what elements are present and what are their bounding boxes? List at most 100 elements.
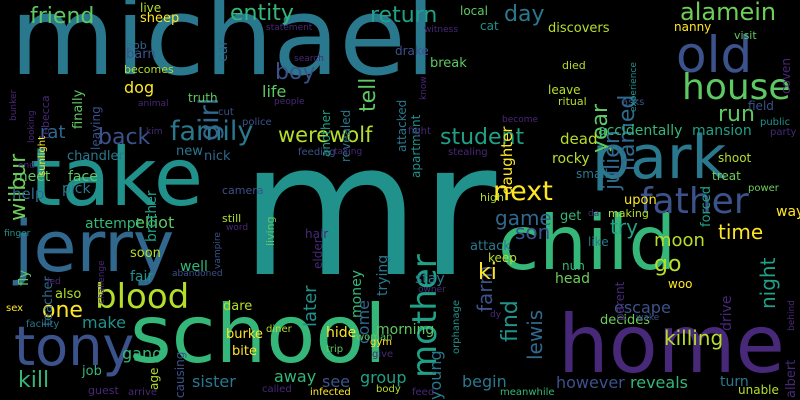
word-finger: finger bbox=[4, 229, 31, 239]
word-nanny: nanny bbox=[674, 20, 712, 34]
word-job: job bbox=[82, 364, 102, 379]
word-asks: asks bbox=[622, 97, 645, 108]
word-live: live bbox=[140, 1, 162, 15]
word-wake: wake bbox=[636, 313, 660, 323]
word-finally: finally bbox=[71, 90, 86, 130]
word-dog: dog bbox=[124, 78, 155, 97]
word-get: get bbox=[560, 209, 582, 224]
word-away: away bbox=[274, 367, 317, 386]
word-well: well bbox=[180, 259, 208, 275]
word-vampire: vampire bbox=[213, 232, 223, 269]
word-life: life bbox=[262, 82, 287, 101]
word-facility: facility bbox=[26, 319, 60, 330]
word-barn: barn bbox=[126, 47, 156, 62]
word-ki: ki bbox=[478, 260, 497, 285]
word-feed: feed bbox=[412, 387, 435, 398]
word-making: making bbox=[608, 207, 649, 220]
word-mr: mr bbox=[240, 102, 497, 318]
word-animal: animal bbox=[138, 99, 169, 109]
word-father: father bbox=[640, 181, 749, 222]
word-dy: dy bbox=[490, 310, 502, 320]
word-attack: attack bbox=[470, 239, 511, 254]
word-child: child bbox=[498, 199, 677, 287]
word-cut: cut bbox=[218, 107, 234, 118]
word-boy: boy bbox=[275, 60, 316, 85]
word-student: student bbox=[440, 125, 525, 150]
word-know: know bbox=[419, 76, 429, 100]
word-parent: parent bbox=[613, 282, 627, 322]
word-home: home bbox=[558, 298, 785, 391]
word-attempt: attempt bbox=[85, 216, 142, 232]
word-police: police bbox=[242, 117, 272, 128]
word-leaving: leaving bbox=[89, 106, 103, 150]
word-lewis: lewis bbox=[523, 310, 547, 361]
word-dare: dare bbox=[223, 299, 253, 314]
word-gym: gym bbox=[370, 337, 393, 348]
word-taking: taking bbox=[334, 147, 363, 157]
word-search: search bbox=[294, 54, 324, 64]
word-abandoned: abandoned bbox=[172, 269, 223, 279]
word-gang: gang bbox=[122, 344, 163, 363]
word-coven: coven bbox=[779, 58, 793, 95]
word-experience: experience bbox=[629, 62, 639, 112]
word-son: son bbox=[515, 220, 551, 244]
word-kill: kill bbox=[18, 368, 50, 393]
word-brother: brother bbox=[144, 190, 160, 242]
word-died: died bbox=[562, 59, 586, 72]
word-small: small bbox=[576, 167, 608, 181]
word-house: house bbox=[682, 67, 791, 108]
word-help: help bbox=[12, 185, 45, 203]
word-shoot: shoot bbox=[718, 151, 752, 165]
word-meanwhile: meanwhile bbox=[500, 387, 555, 398]
word-apartment: apartment bbox=[409, 115, 423, 179]
word-attacked: attacked bbox=[395, 100, 409, 153]
word-kim: kim bbox=[146, 127, 163, 137]
word-rat: rat bbox=[40, 122, 66, 143]
word-fly: fly bbox=[17, 270, 32, 286]
word-unable: unable bbox=[738, 383, 779, 397]
word-decides: decides bbox=[600, 313, 651, 328]
word-car: car bbox=[215, 40, 231, 63]
word-try: try bbox=[610, 215, 638, 239]
word-become: become bbox=[502, 115, 539, 125]
word-people: people bbox=[274, 97, 305, 107]
word-led: led bbox=[47, 277, 61, 287]
word-bob: bob bbox=[126, 39, 147, 52]
word-new: new bbox=[176, 144, 203, 159]
word-visit: visit bbox=[734, 29, 757, 42]
word-treat: treat bbox=[712, 169, 741, 183]
word-entity: entity bbox=[230, 1, 294, 26]
word-blood: blood bbox=[95, 277, 190, 317]
word-morning: morning bbox=[376, 322, 435, 338]
word-however: however bbox=[556, 373, 625, 392]
word-escape: escape bbox=[614, 298, 671, 317]
word-return: return bbox=[370, 3, 438, 28]
word-killing: killing bbox=[664, 326, 724, 350]
word-moon: moon bbox=[654, 230, 705, 251]
word-stealing: stealing bbox=[448, 147, 488, 158]
word-truth: truth bbox=[188, 91, 218, 105]
word-hide: hide bbox=[326, 325, 357, 341]
word-rocky: rocky bbox=[552, 151, 590, 167]
word-next: next bbox=[493, 176, 553, 207]
word-bunker: bunker bbox=[9, 90, 19, 122]
word-school: school bbox=[130, 288, 387, 381]
word-sheep: sheep bbox=[140, 11, 180, 26]
word-becomes: becomes bbox=[124, 63, 174, 76]
word-michael: michael bbox=[10, 0, 436, 100]
word-also: also bbox=[55, 287, 82, 302]
word-pick: pick bbox=[62, 181, 91, 197]
word-see: see bbox=[322, 372, 351, 391]
word-jerry: jerry bbox=[14, 206, 175, 288]
word-party: party bbox=[770, 127, 797, 138]
word-woo: woo bbox=[668, 277, 693, 291]
word-fight: fight bbox=[408, 126, 431, 137]
word-owner: owner bbox=[418, 285, 446, 295]
word-called: called bbox=[262, 384, 292, 395]
word-trying: trying bbox=[375, 255, 391, 297]
word-fair: fair bbox=[130, 269, 154, 285]
word-like: like bbox=[588, 235, 609, 249]
word-old: old bbox=[676, 26, 753, 84]
word-sunlight: sunlight bbox=[37, 136, 48, 177]
